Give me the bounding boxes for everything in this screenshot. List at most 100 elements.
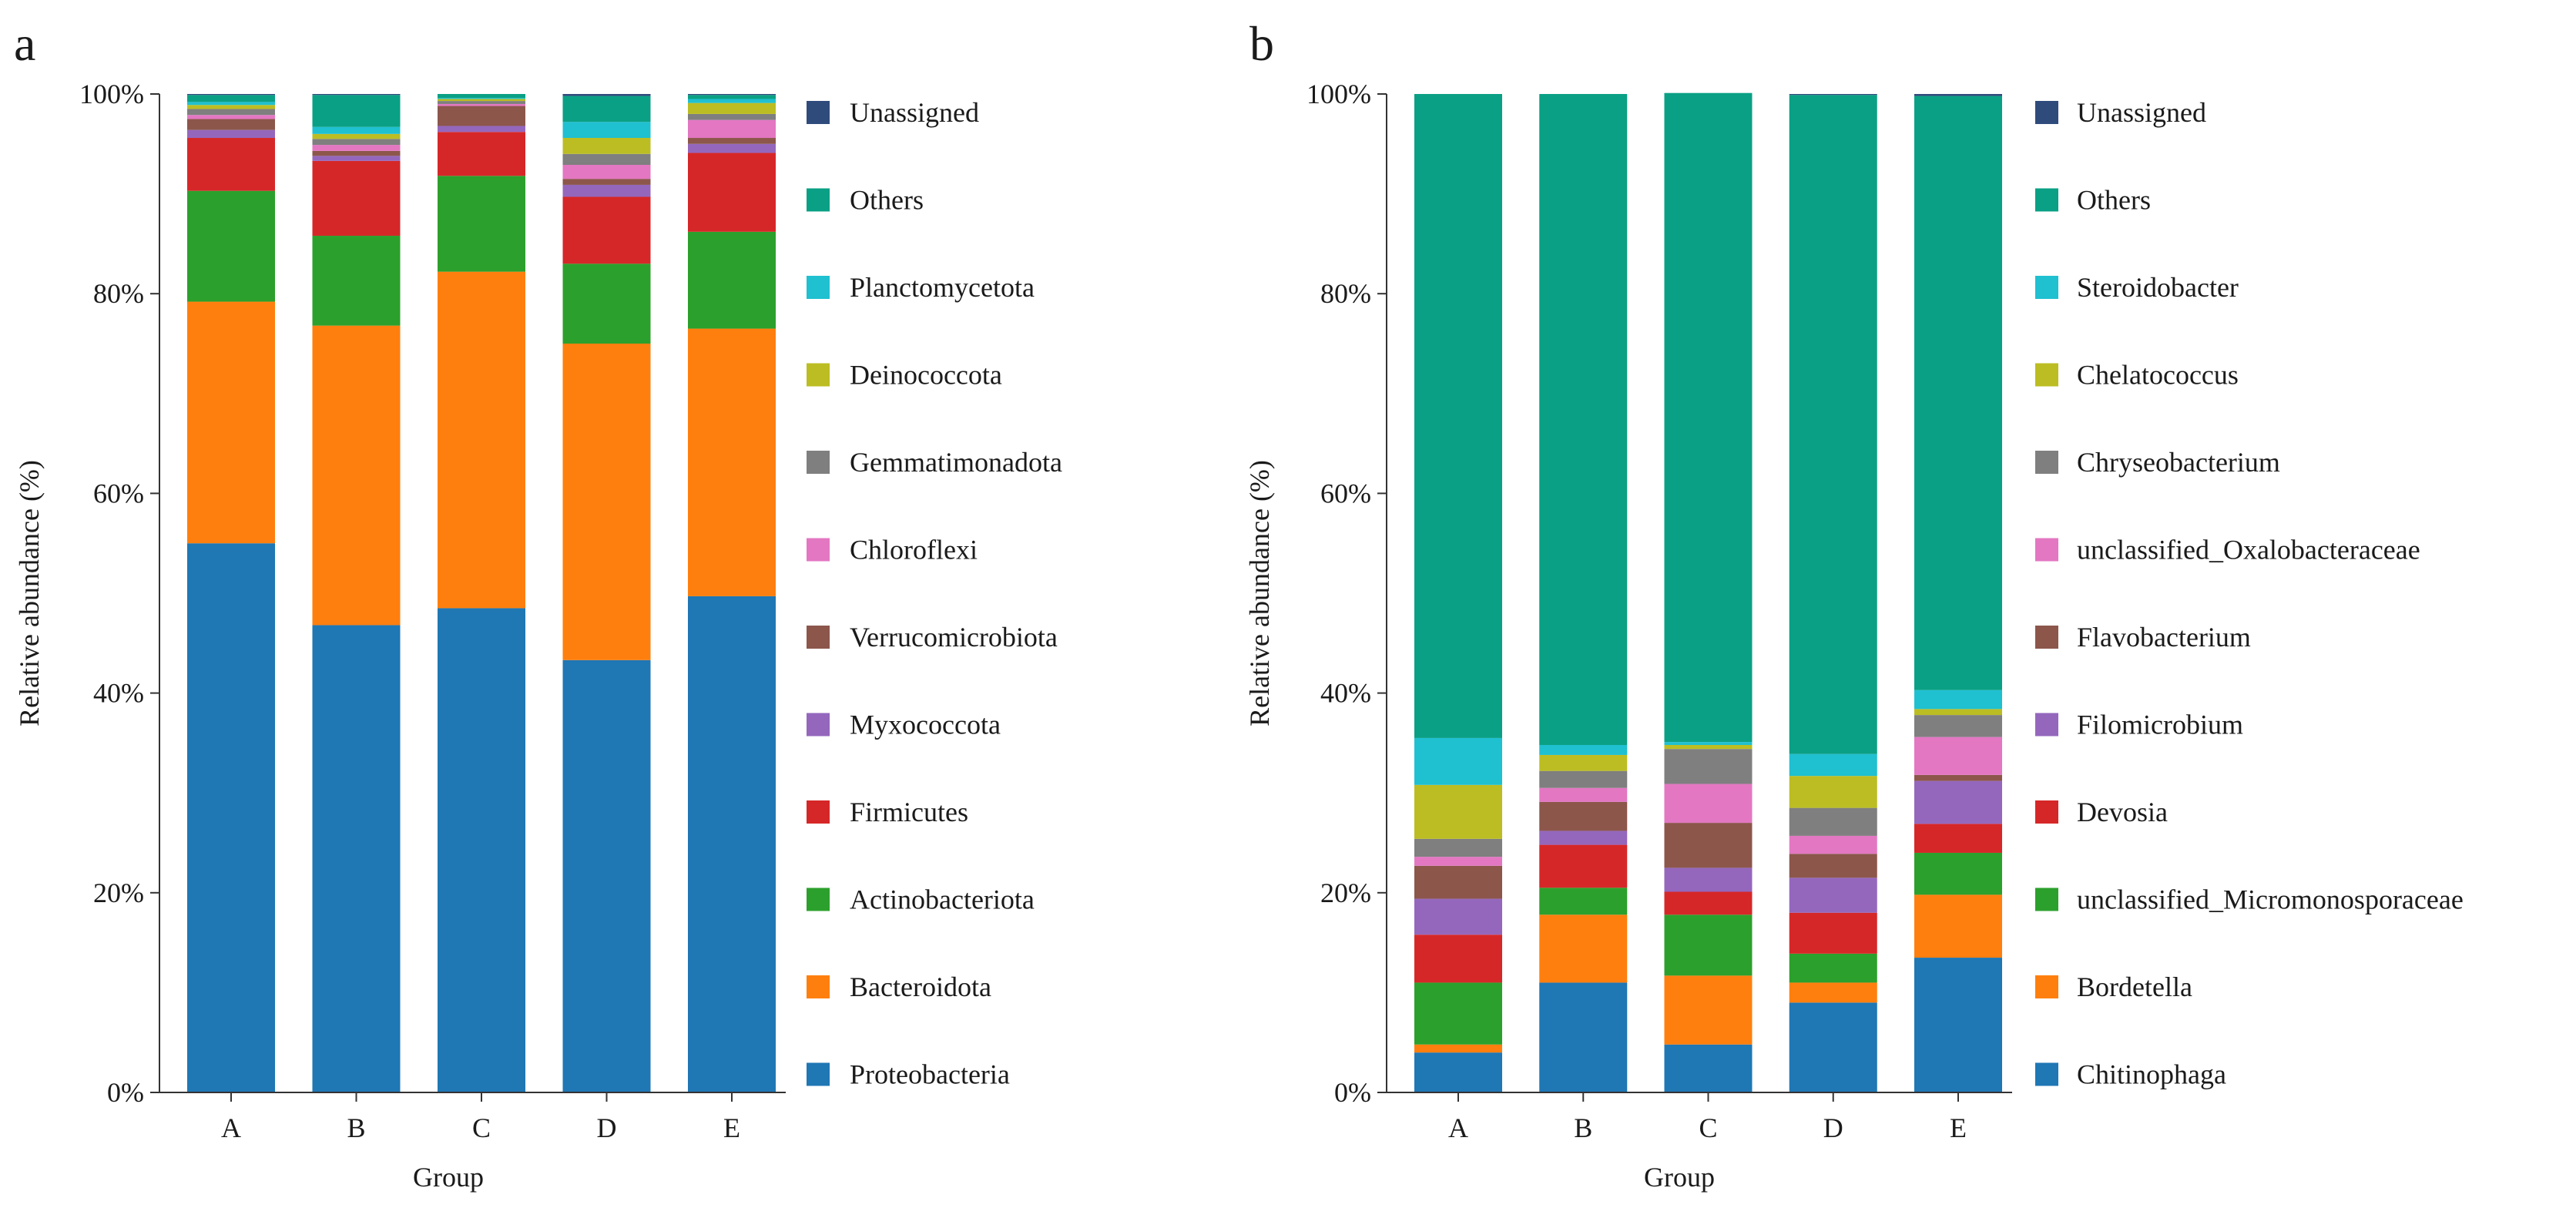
y-ticks-b: 0% 20% 40% 60% 80% 100% bbox=[1306, 79, 1387, 1108]
y-axis-title-b: Relative abundance (%) bbox=[1244, 460, 1275, 726]
bar-segment-E-Unassigned bbox=[688, 94, 776, 96]
bar-segment-A-unclassified_Oxalobacteraceae bbox=[1414, 857, 1502, 866]
bar-segment-E-Proteobacteria bbox=[688, 596, 776, 1092]
legend-label: Deinococcota bbox=[850, 360, 1002, 391]
y-ticks-a: 0% 20% 40% 60% 80% 100% bbox=[79, 79, 159, 1108]
bar-segment-C-Verrucomicrobiota bbox=[438, 106, 525, 126]
bar-segment-B-Chryseobacterium bbox=[1539, 770, 1628, 788]
bar-segment-E-Verrucomicrobiota bbox=[688, 138, 776, 144]
bar-segment-C-Deinococcota bbox=[438, 99, 525, 102]
bar-segment-C-Devosia bbox=[1664, 891, 1753, 915]
bar-segment-D-Bordetella bbox=[1789, 982, 1877, 1003]
bar-segment-D-Chloroflexi bbox=[562, 165, 651, 180]
bar-segment-A-Actinobacteriota bbox=[187, 190, 275, 302]
legend-label: Others bbox=[850, 185, 924, 216]
bar-segment-E-Chryseobacterium bbox=[1914, 715, 2002, 737]
bar-segment-A-Planctomycetota bbox=[187, 102, 275, 106]
bar-segment-A-Verrucomicrobiota bbox=[187, 119, 275, 130]
legend-swatch bbox=[2035, 276, 2058, 299]
legend-swatch bbox=[807, 975, 830, 998]
bar-segment-C-unclassified_Oxalobacteraceae bbox=[1664, 784, 1753, 824]
legend-label: Chloroflexi bbox=[850, 535, 978, 565]
x-tick-label: D bbox=[1823, 1112, 1843, 1143]
y-tick-label: 80% bbox=[1320, 278, 1371, 309]
y-tick-label: 20% bbox=[1320, 877, 1371, 908]
bar-segment-B-Devosia bbox=[1539, 844, 1628, 888]
chart-panel-a: a Relative abundance (%) Group 0% 20% 40% 6… bbox=[14, 16, 1062, 1193]
legend-label: Planctomycetota bbox=[850, 272, 1035, 303]
bar-segment-B-Chloroflexi bbox=[312, 145, 401, 151]
x-tick-label: D bbox=[597, 1112, 617, 1143]
legend-swatch bbox=[807, 451, 830, 474]
legend-label: Actinobacteriota bbox=[850, 884, 1035, 915]
bar-segment-D-Flavobacterium bbox=[1789, 854, 1877, 878]
legend-swatch bbox=[2035, 451, 2058, 474]
bar-segment-C-Bordetella bbox=[1664, 975, 1753, 1045]
bar-segment-B-Gemmatimonadota bbox=[312, 139, 401, 146]
legend-label: Unassigned bbox=[2077, 97, 2206, 128]
bar-segment-E-Devosia bbox=[1914, 824, 2002, 853]
y-tick-label: 100% bbox=[1306, 79, 1371, 109]
bar-segment-E-Planctomycetota bbox=[688, 99, 776, 103]
bar-segment-D-Others bbox=[1789, 95, 1877, 754]
legend-swatch bbox=[2035, 888, 2058, 911]
legend-swatch bbox=[807, 101, 830, 124]
bar-segment-C-Actinobacteriota bbox=[438, 176, 525, 272]
legend-swatch bbox=[807, 188, 830, 212]
bar-segment-A-Bordetella bbox=[1414, 1044, 1502, 1053]
bar-segment-B-Unassigned bbox=[312, 94, 401, 96]
bar-segment-E-Gemmatimonadota bbox=[688, 113, 776, 120]
bar-segment-E-Steroidobacter bbox=[1914, 690, 2002, 710]
bar-segment-C-Others bbox=[1664, 92, 1753, 743]
bar-segment-E-unclassified_Micromonosporaceae bbox=[1914, 852, 2002, 895]
bar-segment-D-Deinococcota bbox=[562, 138, 651, 154]
bar-segment-C-Steroidobacter bbox=[1664, 742, 1753, 745]
bar-segment-D-Myxococcota bbox=[562, 184, 651, 197]
legend-swatch bbox=[2035, 713, 2058, 737]
y-tick-label: 60% bbox=[93, 478, 144, 508]
y-tick-label: 60% bbox=[1320, 478, 1371, 508]
legend-label: Others bbox=[2077, 185, 2151, 216]
bar-segment-A-Unassigned bbox=[187, 94, 275, 96]
legend-label: Bordetella bbox=[2077, 971, 2192, 1002]
x-tick-label: E bbox=[1950, 1112, 1967, 1143]
legend-swatch bbox=[807, 626, 830, 649]
bar-segment-B-Others bbox=[1539, 94, 1628, 745]
legend-swatch bbox=[807, 276, 830, 299]
bar-segment-C-Firmicutes bbox=[438, 132, 525, 176]
legend-label: Chryseobacterium bbox=[2077, 447, 2280, 478]
bar-segment-B-Actinobacteriota bbox=[312, 236, 401, 326]
bar-segment-A-Gemmatimonadota bbox=[187, 109, 275, 116]
y-tick-label: 40% bbox=[1320, 678, 1371, 709]
bar-segment-A-Filomicrobium bbox=[1414, 898, 1502, 935]
legend-label: Firmicutes bbox=[850, 797, 968, 827]
legend-swatch bbox=[2035, 188, 2058, 212]
legend-swatch bbox=[2035, 363, 2058, 387]
legend-label: Chitinophaga bbox=[2077, 1059, 2226, 1090]
chart-panel-b: b Relative abundance (%) Group 0% 20% 40% 6… bbox=[1244, 16, 2464, 1193]
bar-segment-C-Myxococcota bbox=[438, 126, 525, 133]
bar-segment-A-Chitinophaga bbox=[1414, 1052, 1502, 1092]
y-axis-title-a: Relative abundance (%) bbox=[14, 460, 45, 726]
legend-swatch bbox=[807, 363, 830, 387]
bar-segment-A-Chryseobacterium bbox=[1414, 838, 1502, 857]
legend-swatch bbox=[807, 713, 830, 737]
bar-segment-D-Actinobacteriota bbox=[562, 263, 651, 344]
bar-segment-D-Chitinophaga bbox=[1789, 1002, 1877, 1092]
bar-segment-E-Others bbox=[688, 95, 776, 99]
bar-segment-D-Unassigned bbox=[1789, 94, 1877, 96]
bar-segment-C-Bacteroidota bbox=[438, 271, 525, 609]
bar-segment-A-unclassified_Micromonosporaceae bbox=[1414, 982, 1502, 1045]
bar-segment-B-Flavobacterium bbox=[1539, 801, 1628, 831]
bar-segment-D-Bacteroidota bbox=[562, 344, 651, 660]
panel-label-b: b bbox=[1249, 16, 1274, 71]
legend-swatch bbox=[2035, 1062, 2058, 1086]
bar-segment-D-Unassigned bbox=[562, 94, 651, 96]
bars-group-b bbox=[1414, 92, 2002, 1092]
legend-swatch bbox=[2035, 800, 2058, 824]
bar-segment-C-Flavobacterium bbox=[1664, 823, 1753, 868]
legend-swatch bbox=[807, 800, 830, 824]
bar-segment-B-Deinococcota bbox=[312, 133, 401, 139]
bar-segment-E-Chitinophaga bbox=[1914, 958, 2002, 1092]
y-tick-label: 100% bbox=[79, 79, 144, 109]
